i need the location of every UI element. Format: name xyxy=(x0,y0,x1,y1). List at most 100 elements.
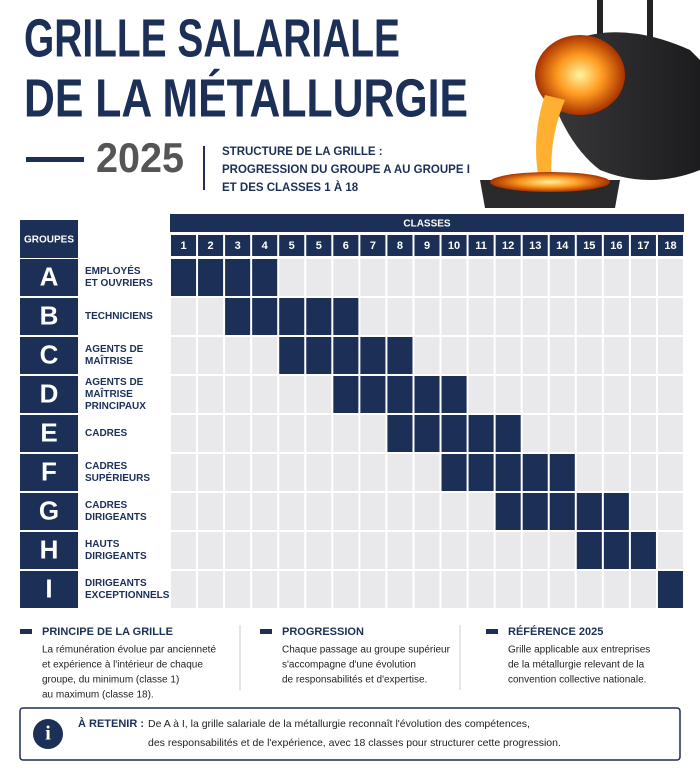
filled-cell xyxy=(495,454,521,491)
group-letter-box xyxy=(20,337,78,374)
filled-cell xyxy=(360,376,386,413)
empty-cell xyxy=(657,337,683,374)
ladle-image xyxy=(480,0,700,208)
empty-cell xyxy=(225,454,251,491)
empty-cell xyxy=(522,337,548,374)
empty-cell xyxy=(441,259,467,296)
empty-cell xyxy=(306,454,332,491)
group-letter: G xyxy=(39,495,59,525)
filled-cell xyxy=(387,337,413,374)
empty-cell xyxy=(279,415,305,452)
group-label: DIRIGEANTS xyxy=(85,512,147,523)
group-label: CADRES xyxy=(85,428,128,439)
class-number: 2 xyxy=(208,240,214,252)
empty-cell xyxy=(522,259,548,296)
class-number: 1 xyxy=(180,240,186,252)
filled-cell xyxy=(495,493,521,530)
class-header-cell xyxy=(441,235,467,256)
empty-cell xyxy=(441,571,467,608)
empty-cell xyxy=(252,532,278,569)
empty-cell xyxy=(333,454,359,491)
class-header-cell xyxy=(279,235,305,256)
note-line: La rémunération évolue par ancienneté xyxy=(42,645,216,656)
empty-cell xyxy=(441,493,467,530)
group-label: EXCEPTIONNELS xyxy=(85,590,170,601)
empty-cell xyxy=(630,337,656,374)
empty-cell xyxy=(387,571,413,608)
class-header-cell xyxy=(468,235,494,256)
groups-header: GROUPES xyxy=(24,235,74,246)
empty-cell xyxy=(468,259,494,296)
group-letter-box xyxy=(20,454,78,491)
filled-cell xyxy=(333,337,359,374)
group-label: ET OUVRIERS xyxy=(85,278,153,289)
empty-cell xyxy=(414,493,440,530)
group-label: CADRES xyxy=(85,500,128,511)
empty-cell xyxy=(603,415,629,452)
class-number: 11 xyxy=(475,240,487,252)
filled-cell xyxy=(549,454,575,491)
group-letter-box xyxy=(20,571,78,608)
filled-cell xyxy=(468,454,494,491)
group-label: AGENTS DE xyxy=(85,344,144,355)
group-letter: C xyxy=(40,339,59,369)
empty-cell xyxy=(198,454,224,491)
empty-cell xyxy=(468,571,494,608)
group-label: AGENTS DE xyxy=(85,377,144,388)
filled-cell xyxy=(387,415,413,452)
subtitle-line: PROGRESSION DU GROUPE A AU GROUPE I xyxy=(222,164,470,176)
info-icon xyxy=(33,719,63,749)
empty-cell xyxy=(306,259,332,296)
empty-cell xyxy=(576,415,602,452)
group-letter: H xyxy=(40,534,59,564)
class-header-cell xyxy=(171,235,197,256)
empty-cell xyxy=(630,259,656,296)
empty-cell xyxy=(657,376,683,413)
empty-cell xyxy=(252,493,278,530)
empty-cell xyxy=(171,298,197,335)
group-letter: I xyxy=(45,573,52,603)
class-header-cell xyxy=(549,235,575,256)
group-letter: F xyxy=(41,456,57,486)
empty-cell xyxy=(279,532,305,569)
class-number: 9 xyxy=(424,240,430,252)
empty-cell xyxy=(360,532,386,569)
filled-cell xyxy=(657,571,683,608)
empty-cell xyxy=(414,298,440,335)
empty-cell xyxy=(549,376,575,413)
empty-cell xyxy=(522,415,548,452)
empty-cell xyxy=(252,376,278,413)
filled-cell xyxy=(414,376,440,413)
group-letter: B xyxy=(40,300,59,330)
note-bullet xyxy=(486,629,498,634)
group-label: DIRIGEANTS xyxy=(85,578,147,589)
empty-cell xyxy=(360,571,386,608)
filled-cell xyxy=(603,532,629,569)
year: 2025 xyxy=(96,134,184,181)
class-number: 5 xyxy=(289,240,295,252)
empty-cell xyxy=(603,337,629,374)
empty-cell xyxy=(198,493,224,530)
empty-cell xyxy=(198,337,224,374)
group-letter-box xyxy=(20,376,78,413)
filled-cell xyxy=(630,532,656,569)
empty-cell xyxy=(171,454,197,491)
group-label: MAÎTRISE xyxy=(85,387,133,400)
empty-cell xyxy=(171,415,197,452)
empty-cell xyxy=(387,493,413,530)
empty-cell xyxy=(387,259,413,296)
empty-cell xyxy=(198,532,224,569)
empty-cell xyxy=(576,337,602,374)
empty-cell xyxy=(576,298,602,335)
class-header-cell xyxy=(495,235,521,256)
classes-header: CLASSES xyxy=(403,219,451,230)
class-number: 16 xyxy=(610,240,622,252)
info-icon-glyph: i xyxy=(45,723,51,745)
filled-cell xyxy=(495,415,521,452)
empty-cell xyxy=(171,532,197,569)
empty-cell xyxy=(576,571,602,608)
empty-cell xyxy=(279,571,305,608)
empty-cell xyxy=(468,376,494,413)
empty-cell xyxy=(657,493,683,530)
empty-cell xyxy=(333,532,359,569)
